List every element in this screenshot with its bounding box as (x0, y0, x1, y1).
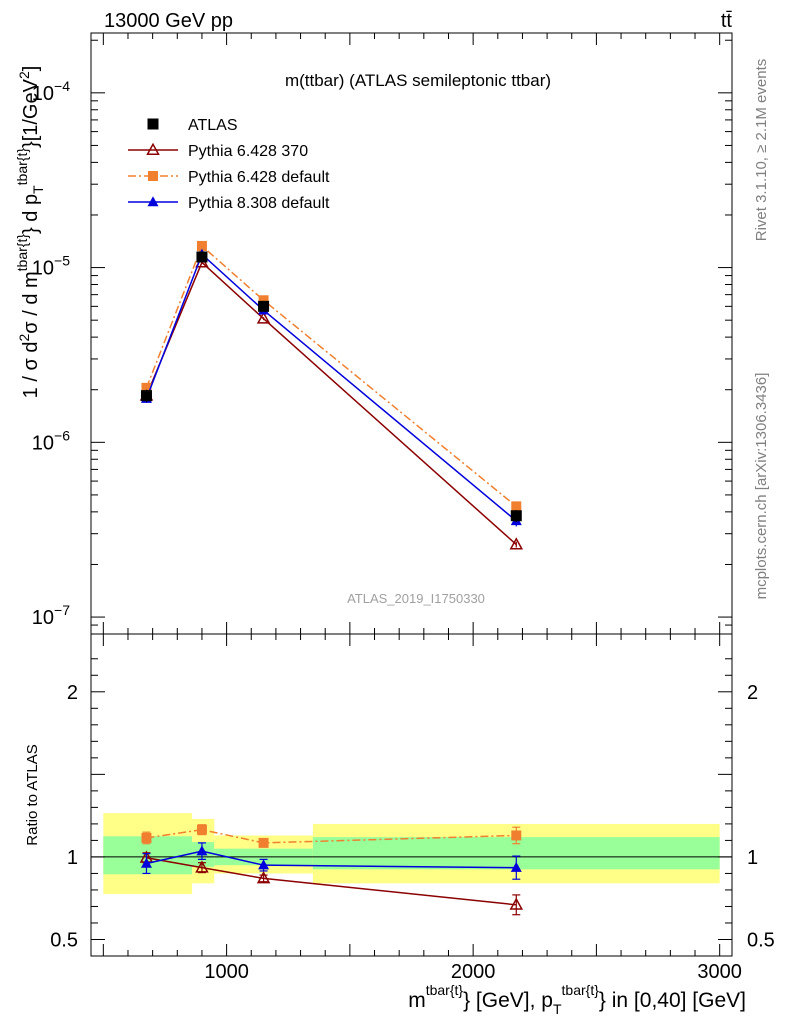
rivet-version-label: Rivet 3.1.10, ≥ 2.1M events (753, 59, 770, 242)
ratio-point-pythia-8-308-default (196, 845, 208, 856)
analysis-watermark: ATLAS_2019_I1750330 (347, 591, 485, 606)
ratio-point-pythia-6-428-default (511, 830, 522, 841)
legend-marker-pythia-8-308-default (147, 196, 159, 207)
point-atlas (196, 251, 208, 263)
legend-marker-atlas (147, 118, 159, 130)
legend-marker-pythia-6-428-370 (146, 142, 160, 155)
ratio-panel-frame (90, 633, 733, 957)
point-atlas (258, 300, 270, 312)
ratio-point-pythia-6-428-default (258, 837, 269, 848)
ratio-y-tick-label-right: 0.5 (747, 929, 775, 951)
y-tick-label: 10−4 (32, 78, 70, 105)
x-tick-label: 1000 (204, 961, 249, 983)
mcplots-label: mcplots.cern.ch [arXiv:1306.3436] (753, 373, 770, 600)
legend-label-pythia-8-308-default: Pythia 8.308 default (188, 195, 330, 212)
point-atlas (140, 390, 152, 402)
x-tick-label: 3000 (697, 961, 742, 983)
x-tick-label: 2000 (451, 961, 496, 983)
point-pythia-6-428-default (511, 501, 522, 512)
ratio-y-axis-label: Ratio to ATLAS (24, 744, 41, 845)
ratio-point-pythia-6-428-370 (256, 871, 271, 884)
ratio-y-tick-label: 2 (67, 682, 78, 704)
x-axis-label: mtbar{t}} [GeV], pTtbar{t}} in [0,40] [G… (408, 982, 746, 1017)
ratio-point-pythia-6-428-370 (195, 860, 209, 873)
point-pythia-6-428-default (258, 295, 269, 306)
ratio-point-pythia-6-428-370 (509, 897, 524, 910)
ratio-y-tick-label-right: 1 (747, 847, 758, 869)
point-pythia-6-428-default (141, 382, 152, 393)
legend-label-pythia-6-428-default: Pythia 6.428 default (188, 169, 330, 186)
ratio-point-pythia-8-308-default (510, 861, 522, 872)
series-line-pythia-8-308-default (145, 253, 517, 522)
legend-marker-pythia-6-428-default (148, 171, 158, 181)
ratio-point-pythia-6-428-default (141, 832, 152, 843)
y-tick-label: 10−6 (32, 427, 70, 454)
y-tick-label: 10−5 (32, 253, 70, 280)
chart-title: m(ttbar) (ATLAS semileptonic ttbar) (285, 71, 551, 90)
ratio-series-layer (139, 824, 524, 916)
ratio-y-tick-label: 0.5 (50, 929, 78, 951)
main-series-layer (139, 240, 524, 550)
series-line-pythia-6-428-default (145, 244, 517, 507)
point-pythia-6-428-370 (509, 537, 524, 550)
ratio-point-pythia-6-428-default (196, 824, 207, 835)
ratio-line-pythia-6-428-370 (146, 857, 517, 906)
legend: ATLAS Pythia 6.428 370 Pythia 6.428 defaul… (128, 117, 330, 212)
ratio-y-tick-label: 1 (67, 847, 78, 869)
ratio-y-tick-label-right: 2 (747, 682, 758, 704)
point-atlas (510, 510, 522, 522)
header-left-label: 13000 GeV pp (104, 10, 233, 32)
ratio-line-pythia-8-308-default (146, 850, 517, 869)
ratio-point-pythia-8-308-default (258, 859, 270, 870)
point-pythia-6-428-default (196, 240, 207, 251)
series-line-pythia-6-428-370 (145, 261, 517, 546)
y-tick-label: 10−7 (32, 602, 70, 629)
main-axis-ticks: 10−7 10−6 10−5 10−4 (32, 33, 732, 635)
ratio-uncertainty-bands (103, 813, 720, 895)
ratio-line-pythia-6-428-default (146, 828, 517, 844)
ratio-point-pythia-8-308-default (140, 857, 152, 868)
legend-label-atlas: ATLAS (188, 117, 238, 134)
header-right-label: tt̄ (721, 10, 733, 32)
legend-label-pythia-6-428-370: Pythia 6.428 370 (188, 143, 308, 160)
point-pythia-6-428-370 (256, 311, 271, 324)
y-axis-label: 1 / σ d2σ / d mtbar{t}} d pTtbar{t}}[1/G… (14, 66, 46, 399)
